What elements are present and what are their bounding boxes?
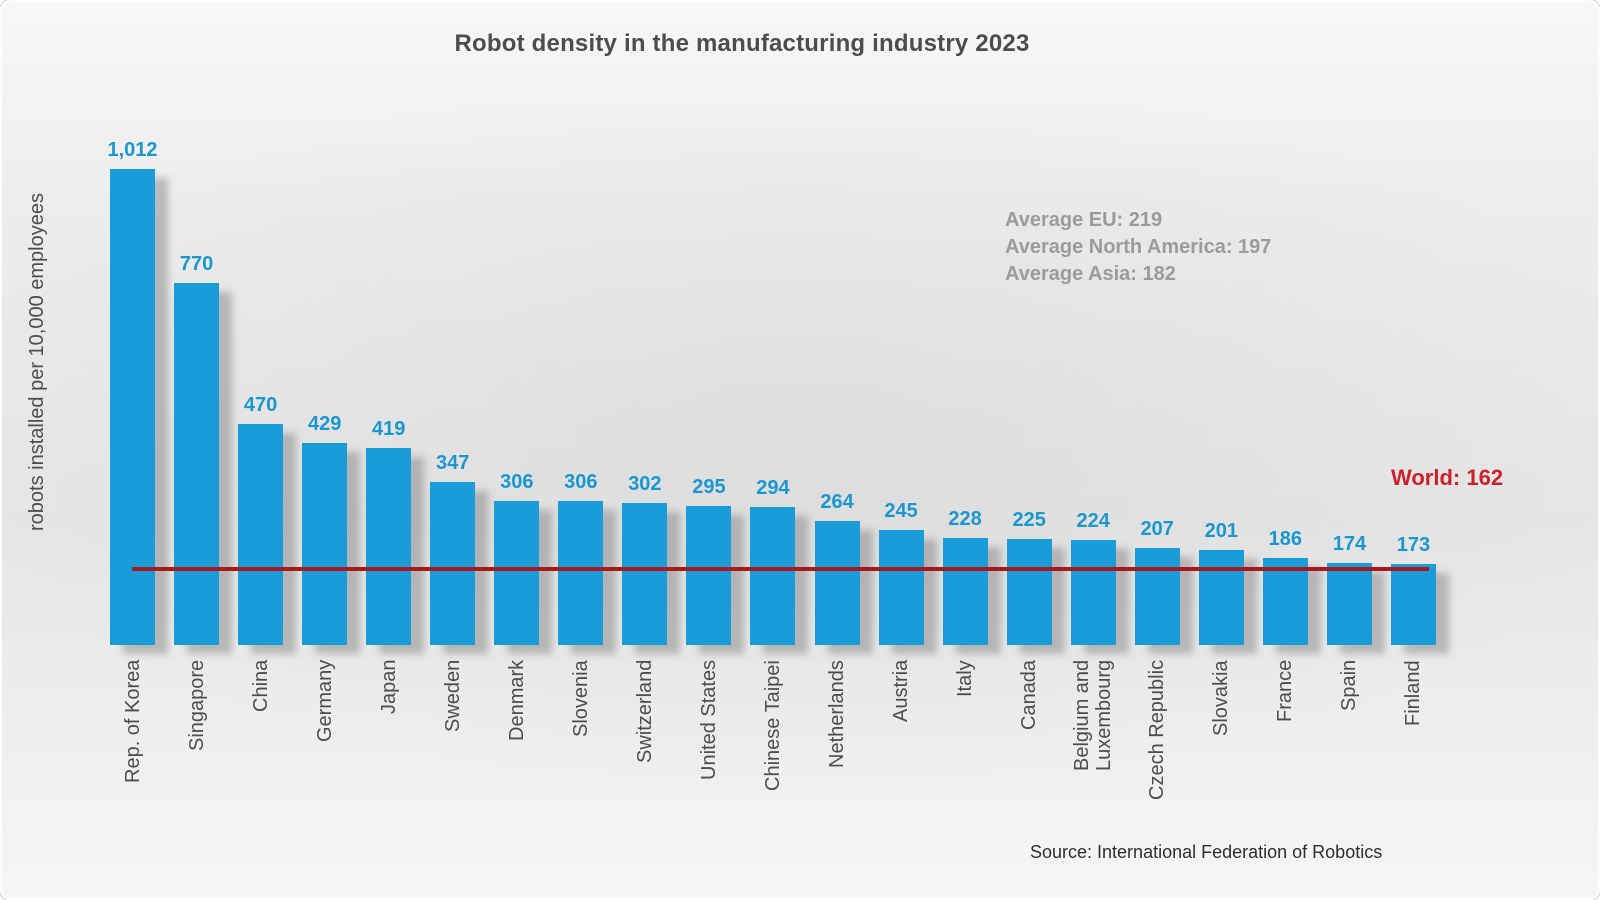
x-axis-tick: Canada xyxy=(1007,660,1052,845)
bar-value-label: 1,012 xyxy=(107,139,158,161)
x-axis-tick: Spain xyxy=(1327,660,1372,845)
x-axis-tick: Netherlands xyxy=(815,660,860,845)
average-line-north-america: Average North America: 197 xyxy=(1005,236,1272,258)
bar-value-label: 186 xyxy=(1268,528,1303,550)
country-label: China xyxy=(249,660,272,713)
country-label: Spain xyxy=(1338,660,1361,712)
x-axis-tick: France xyxy=(1263,660,1308,845)
bar: 306 xyxy=(558,471,604,645)
x-axis-tick: Japan xyxy=(366,660,411,845)
x-axis-tick: Italy xyxy=(943,660,988,845)
country-label: Slovakia xyxy=(1210,660,1233,736)
bar-value-label: 245 xyxy=(884,500,918,522)
country-label: Japan xyxy=(377,660,400,715)
country-label: Finland xyxy=(1402,660,1425,726)
bar-value-label: 470 xyxy=(243,394,278,416)
chart-title: Robot density in the manufacturing indus… xyxy=(454,30,1030,57)
world-reference-label: World: 162 xyxy=(1391,465,1504,490)
bar-value-label: 294 xyxy=(756,477,790,499)
country-label: Germany xyxy=(313,660,336,743)
bar: 207 xyxy=(1134,518,1180,645)
bar: 224 xyxy=(1070,510,1116,645)
x-axis-tick: Slovenia xyxy=(558,660,603,845)
bar: 201 xyxy=(1198,520,1244,645)
x-axis-tick: Singapore xyxy=(174,660,219,845)
x-axis-tick: Finland xyxy=(1391,660,1436,845)
bar: 225 xyxy=(1006,509,1052,645)
bar-value-label: 224 xyxy=(1076,510,1110,532)
country-label: Sweden xyxy=(441,660,464,733)
average-line-eu: Average EU: 219 xyxy=(1005,209,1163,231)
country-label: France xyxy=(1274,660,1297,723)
bar-value-label: 173 xyxy=(1396,534,1431,556)
bar: 1,012 xyxy=(107,139,158,645)
country-label: Singapore xyxy=(185,660,208,752)
country-label: Chinese Taipei xyxy=(761,660,784,791)
y-axis-title: robots installed per 10,000 employees xyxy=(26,193,48,531)
source-caption: Source: International Federation of Robo… xyxy=(1030,842,1383,862)
bar: 295 xyxy=(686,476,732,645)
country-label: United States xyxy=(697,660,720,781)
bar: 186 xyxy=(1262,528,1308,645)
bar-value-label: 201 xyxy=(1204,520,1238,542)
x-axis-tick: United States xyxy=(686,660,731,845)
country-label: Netherlands xyxy=(826,660,849,768)
bar: 347 xyxy=(430,452,476,645)
x-axis-tick: Rep. of Korea xyxy=(110,660,155,845)
bar-value-label: 306 xyxy=(500,471,534,493)
x-axis-tick: China xyxy=(238,660,283,845)
country-label: Switzerland xyxy=(633,660,656,764)
bar: 419 xyxy=(366,418,412,645)
bar-value-label: 306 xyxy=(564,471,598,493)
bar: 264 xyxy=(814,491,860,645)
bar: 770 xyxy=(174,253,220,645)
bars: 1,012 770 470 429 419 347 306 306 302 295 294 264 24… xyxy=(107,139,1436,645)
x-axis-labels: Rep. of Korea Singapore China Germany Japan S… xyxy=(110,660,1436,845)
bar: 306 xyxy=(494,471,540,645)
bar: 228 xyxy=(942,508,988,645)
country-label: Slovenia xyxy=(569,660,592,737)
country-label: Czech Republic xyxy=(1146,660,1169,801)
bar-value-label: 302 xyxy=(628,473,662,495)
bar: 429 xyxy=(302,413,348,645)
country-label: Italy xyxy=(954,660,977,697)
bar-value-label: 174 xyxy=(1332,533,1367,555)
average-line-asia: Average Asia: 182 xyxy=(1005,263,1176,285)
bar-value-label: 429 xyxy=(307,413,342,435)
x-axis-tick: Sweden xyxy=(430,660,475,845)
country-label: Denmark xyxy=(505,660,528,742)
x-axis-tick: Belgium and Luxembourg xyxy=(1071,660,1116,845)
bar: 174 xyxy=(1326,533,1372,645)
bar-value-label: 295 xyxy=(692,476,726,498)
bar: 470 xyxy=(238,394,284,645)
bar-value-label: 207 xyxy=(1140,518,1174,540)
x-axis-tick: Germany xyxy=(302,660,347,845)
x-axis-tick: Denmark xyxy=(494,660,539,845)
x-axis-tick: Austria xyxy=(879,660,924,845)
country-label: Belgium and Luxembourg xyxy=(1071,660,1116,772)
x-axis-tick: Czech Republic xyxy=(1135,660,1180,845)
x-axis-tick: Chinese Taipei xyxy=(750,660,795,845)
bar-value-label: 228 xyxy=(948,508,982,530)
bar: 173 xyxy=(1390,534,1436,645)
bar-value-label: 225 xyxy=(1012,509,1046,531)
bar-value-label: 770 xyxy=(179,253,214,275)
country-label: Rep. of Korea xyxy=(121,660,144,784)
x-axis-tick: Slovakia xyxy=(1199,660,1244,845)
bar-value-label: 264 xyxy=(820,491,854,513)
bar: 302 xyxy=(622,473,668,645)
bar: 294 xyxy=(750,477,796,645)
bar: 245 xyxy=(878,500,924,645)
world-reference-line xyxy=(132,567,1429,571)
bar-value-label: 419 xyxy=(372,418,406,440)
country-label: Canada xyxy=(1018,660,1041,731)
country-label: Austria xyxy=(890,660,913,723)
bar-value-label: 347 xyxy=(436,452,470,474)
regional-averages: Average EU: 219 Average North America: 1… xyxy=(1005,207,1271,288)
x-axis-tick: Switzerland xyxy=(622,660,667,845)
